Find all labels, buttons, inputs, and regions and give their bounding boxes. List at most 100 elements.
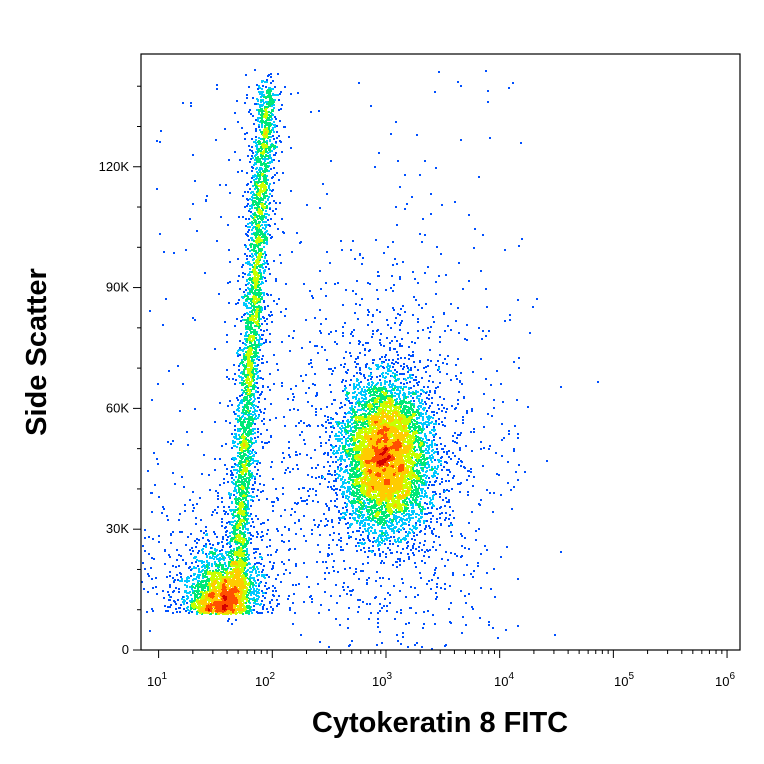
- event-dot: [339, 407, 341, 409]
- event-dot: [400, 382, 402, 384]
- event-dot: [418, 400, 420, 402]
- event-dot: [346, 505, 348, 507]
- event-dot: [357, 514, 359, 516]
- event-dot: [366, 474, 368, 476]
- event-dot: [421, 492, 423, 494]
- event-dot: [352, 517, 354, 519]
- event-dot: [424, 433, 426, 435]
- event-dot: [295, 451, 297, 453]
- event-dot: [352, 479, 354, 481]
- event-dot: [339, 427, 341, 429]
- event-dot: [490, 384, 492, 386]
- event-dot: [342, 390, 344, 392]
- event-dot: [429, 503, 431, 505]
- event-dot: [343, 357, 345, 359]
- event-dot: [418, 480, 420, 482]
- event-dot: [362, 257, 364, 259]
- event-dot: [344, 518, 346, 520]
- event-dot: [365, 441, 367, 443]
- event-dot: [277, 369, 279, 371]
- event-dot: [385, 522, 387, 524]
- event-dot: [314, 384, 316, 386]
- event-dot: [219, 458, 221, 460]
- event-dot: [413, 411, 415, 413]
- event-dot: [428, 477, 430, 479]
- event-dot: [384, 356, 386, 358]
- event-dot: [329, 465, 331, 467]
- event-dot: [412, 351, 414, 353]
- event-dot: [441, 558, 443, 560]
- event-dot: [396, 263, 398, 265]
- event-dot: [433, 411, 435, 413]
- event-dot: [396, 436, 398, 438]
- event-dot: [419, 542, 421, 544]
- event-dot: [457, 403, 459, 405]
- event-dot: [407, 545, 409, 547]
- event-dot: [335, 478, 337, 480]
- event-dot: [379, 603, 381, 605]
- event-dot: [379, 610, 381, 612]
- event-dot: [383, 562, 385, 564]
- event-dot: [420, 393, 422, 395]
- event-dot: [328, 333, 330, 335]
- event-dot: [430, 499, 432, 501]
- event-dot: [414, 446, 416, 448]
- event-dot: [419, 501, 421, 503]
- event-dot: [352, 443, 354, 445]
- event-dot: [423, 367, 425, 369]
- event-dot: [267, 529, 269, 531]
- event-dot: [424, 234, 426, 236]
- event-dot: [348, 535, 350, 537]
- event-dot: [367, 379, 369, 381]
- event-dot: [304, 500, 306, 502]
- event-dot: [363, 386, 365, 388]
- event-dot: [342, 332, 344, 334]
- event-dot: [317, 544, 319, 546]
- event-dot: [433, 423, 435, 425]
- event-dot: [392, 452, 394, 454]
- event-dot: [403, 411, 405, 413]
- event-dot: [348, 448, 350, 450]
- event-dot: [327, 473, 329, 475]
- event-dot: [418, 408, 420, 410]
- event-dot: [333, 450, 335, 452]
- event-dot: [345, 452, 347, 454]
- event-dot: [402, 500, 404, 502]
- event-dot: [333, 570, 335, 572]
- event-dot: [320, 332, 322, 334]
- event-dot: [342, 304, 344, 306]
- event-dot: [386, 381, 388, 383]
- event-dot: [352, 411, 354, 413]
- event-dot: [288, 447, 290, 449]
- event-dot: [389, 549, 391, 551]
- event-dot: [426, 503, 428, 505]
- event-dot: [440, 587, 442, 589]
- event-dot: [345, 394, 347, 396]
- event-dot: [354, 486, 356, 488]
- event-dot: [408, 556, 410, 558]
- event-dot: [315, 490, 317, 492]
- event-dot: [288, 454, 290, 456]
- event-dot: [396, 634, 398, 636]
- event-dot: [428, 424, 430, 426]
- event-dot: [407, 504, 409, 506]
- event-dot: [410, 395, 412, 397]
- event-dot: [404, 311, 406, 313]
- event-dot: [336, 602, 338, 604]
- event-dot: [459, 483, 461, 485]
- event-dot: [423, 422, 425, 424]
- event-dot: [305, 319, 307, 321]
- event-dot: [369, 283, 371, 285]
- event-dot: [379, 517, 381, 519]
- event-dot: [446, 363, 448, 365]
- event-dot: [426, 475, 428, 477]
- event-dot: [340, 402, 342, 404]
- event-dot: [473, 431, 475, 433]
- event-dot: [372, 330, 374, 332]
- event-dot: [393, 437, 395, 439]
- event-dot: [460, 556, 462, 558]
- event-dot: [349, 402, 351, 404]
- event-dot: [347, 618, 349, 620]
- event-dot: [369, 391, 371, 393]
- event-dot: [392, 383, 394, 385]
